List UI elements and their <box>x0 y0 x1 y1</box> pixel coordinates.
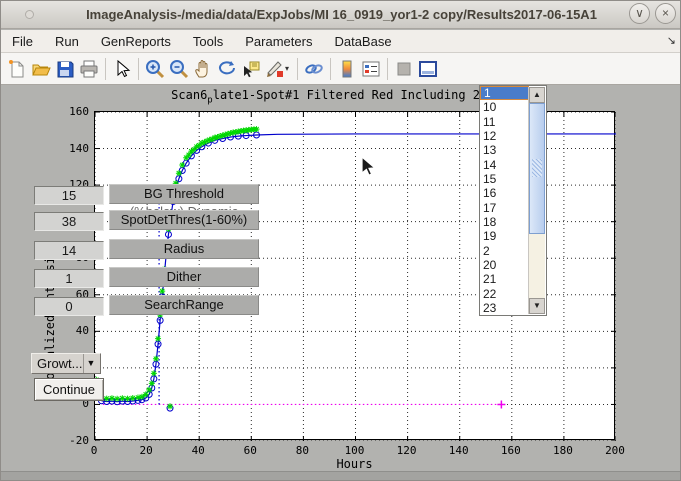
listbox-item-11[interactable]: 11 <box>483 114 496 129</box>
edit-field-spotdetthres-1-60-[interactable]: 38 <box>34 212 104 231</box>
edit-field-searchrange[interactable]: 0 <box>34 297 104 316</box>
toolbar-separator <box>138 57 139 80</box>
button-spotdetthres-1-60-[interactable]: SpotDetThres(1-60%) <box>109 210 259 230</box>
y-tick-140: 140 <box>69 141 89 155</box>
chevron-down-icon: ▼ <box>83 354 98 373</box>
listbox-item-14[interactable]: 14 <box>483 157 497 172</box>
growth-mode-dropdown[interactable]: Growt... ▼ <box>31 353 101 374</box>
print-figure-icon[interactable] <box>77 57 101 81</box>
zoom-in-icon[interactable] <box>143 57 167 81</box>
toolbar: ▾ <box>1 53 680 85</box>
link-plots-icon[interactable] <box>302 57 326 81</box>
edit-field-radius[interactable]: 14 <box>34 241 104 260</box>
data-cursor-icon[interactable] <box>239 57 263 81</box>
y-tick-40: 40 <box>75 324 89 338</box>
zoom-out-icon[interactable] <box>167 57 191 81</box>
button-searchrange[interactable]: SearchRange <box>109 295 259 315</box>
listbox-item-1[interactable]: 1 <box>480 86 529 101</box>
titlebar[interactable]: ImageAnalysis-/media/data/ExpJobs/MI 16_… <box>1 1 680 29</box>
edit-field-dither[interactable]: 1 <box>34 269 104 288</box>
x-axis-label: Hours <box>336 457 373 471</box>
new-figure-icon[interactable] <box>5 57 29 81</box>
listbox-item-22[interactable]: 22 <box>483 286 497 301</box>
toolbar-separator <box>105 57 106 80</box>
listbox-item-15[interactable]: 15 <box>483 172 497 187</box>
x-tick-100: 100 <box>344 444 365 457</box>
clipped-label-text: (%below) Dynamic <box>111 204 257 210</box>
growth-mode-dropdown-label: Growt... <box>37 356 83 371</box>
y-tick-0: 0 <box>82 397 89 411</box>
brush-data-icon[interactable] <box>263 57 287 81</box>
listbox-item-23[interactable]: 23 <box>483 301 497 315</box>
window-title: ImageAnalysis-/media/data/ExpJobs/MI 16_… <box>86 7 597 22</box>
listbox-item-18[interactable]: 18 <box>483 215 497 230</box>
toolbar-separator <box>330 57 331 80</box>
rotate-3d-icon[interactable] <box>215 57 239 81</box>
scroll-up-button[interactable]: ▲ <box>529 87 545 103</box>
y-tick--20: -20 <box>69 434 89 447</box>
menu-item-genreports[interactable]: GenReports <box>100 34 171 49</box>
menubar: File Run GenReports Tools Parameters DataBase… <box>1 30 680 53</box>
menu-overflow-icon[interactable]: ↘ <box>666 35 676 47</box>
toolbar-separator <box>387 57 388 80</box>
listbox-item-2[interactable]: 2 <box>483 243 490 258</box>
window-bottom-edge <box>1 471 680 480</box>
insert-colorbar-icon[interactable] <box>335 57 359 81</box>
x-tick-0: 0 <box>90 444 98 457</box>
button-dither[interactable]: Dither <box>109 267 259 287</box>
scrollbar-grip <box>532 159 542 177</box>
x-tick-200: 200 <box>605 444 625 457</box>
listbox-item-21[interactable]: 21 <box>483 272 497 287</box>
continue-button[interactable]: Continue <box>34 378 104 401</box>
save-figure-icon[interactable] <box>53 57 77 81</box>
button-radius[interactable]: Radius <box>109 239 259 259</box>
shade-window-button[interactable]: ∨ <box>629 3 650 24</box>
mouse-cursor <box>361 156 377 176</box>
edit-plot-icon[interactable] <box>110 57 134 81</box>
x-tick-120: 120 <box>396 444 417 457</box>
listbox-item-10[interactable]: 10 <box>483 100 497 115</box>
plot-tools-on-icon[interactable] <box>416 57 440 81</box>
toolbar-separator <box>297 57 298 80</box>
listbox-scrollbar[interactable]: ▲ ▼ <box>528 87 545 314</box>
listbox-item-16[interactable]: 16 <box>483 186 497 201</box>
listbox-item-12[interactable]: 12 <box>483 129 497 144</box>
x-tick-140: 140 <box>448 444 469 457</box>
button-bg-threshold[interactable]: BG Threshold <box>109 184 259 204</box>
scrollbar-thumb[interactable] <box>529 103 545 234</box>
plot-title: Scan6plate1-Spot#1 Filtered Red Includin… <box>171 88 538 106</box>
plot-tools-off-icon[interactable] <box>392 57 416 81</box>
scroll-down-button[interactable]: ▼ <box>529 298 545 314</box>
open-file-icon[interactable] <box>29 57 53 81</box>
menu-item-run[interactable]: Run <box>54 34 79 49</box>
menu-item-file[interactable]: File <box>12 34 33 49</box>
insert-legend-icon[interactable] <box>359 57 383 81</box>
x-tick-40: 40 <box>191 444 205 457</box>
pan-hand-icon[interactable] <box>191 57 215 81</box>
x-tick-80: 80 <box>295 444 310 457</box>
spot-number-listbox[interactable]: 1 10 11 12 13 14 15 16 17 18 19 2 20 21 22 23 ▲ ▼ <box>479 85 547 316</box>
edit-field-bg-threshold[interactable]: 15 <box>34 186 104 205</box>
listbox-item-20[interactable]: 20 <box>483 258 497 273</box>
listbox-item-19[interactable]: 19 <box>483 229 497 244</box>
listbox-item-17[interactable]: 17 <box>483 200 497 215</box>
listbox-item-13[interactable]: 13 <box>483 143 497 158</box>
brush-dropdown-icon[interactable]: ▾ <box>285 64 290 73</box>
menu-item-tools[interactable]: Tools <box>192 34 224 49</box>
figure-canvas: Scan6plate1-Spot#1 Filtered Red Includin… <box>1 85 680 471</box>
x-tick-60: 60 <box>243 444 257 457</box>
x-tick-180: 180 <box>552 444 573 457</box>
close-window-button[interactable]: × <box>655 3 676 24</box>
x-tick-160: 160 <box>500 444 521 457</box>
menu-item-database[interactable]: DataBase <box>334 34 392 49</box>
y-tick-160: 160 <box>69 105 89 118</box>
window-icon <box>25 10 34 19</box>
menu-item-parameters[interactable]: Parameters <box>245 34 313 49</box>
x-tick-20: 20 <box>139 444 153 457</box>
